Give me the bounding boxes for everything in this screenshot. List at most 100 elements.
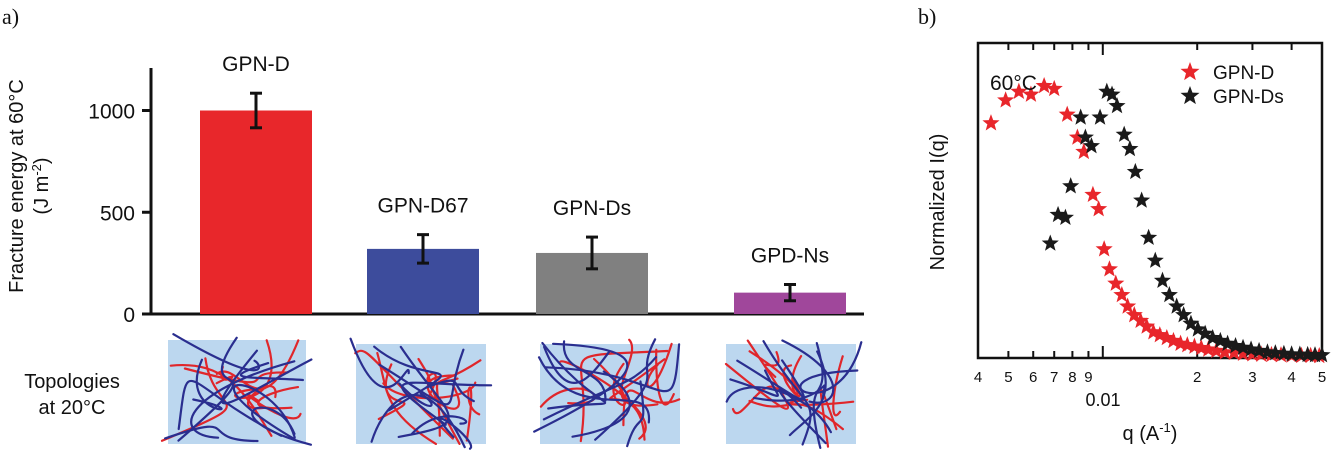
data-point [1095,240,1113,257]
topologies-label-line1: Topologies [24,371,120,393]
data-point [1250,341,1268,359]
chain-blue [541,341,607,410]
chain-blue [177,336,238,442]
chain-blue [778,388,827,445]
data-point [1113,286,1131,303]
x-tick-label: 9 [1084,369,1092,386]
data-point [1098,82,1116,99]
data-point [1010,82,1028,99]
topologies-label-line2: at 20°C [39,397,106,419]
data-point [1041,234,1059,251]
bar-label: GPN-D67 [377,195,468,218]
panel-a-ylabel-line2: (J m-2) [29,157,53,214]
legend-marker [1180,86,1200,105]
series-gpn-ds [1041,82,1331,363]
legend-label: GPN-Ds [1213,87,1284,108]
panel-a-ylabel-sup: -2 [29,164,44,176]
y-tick-label: 500 [100,202,135,225]
chain-blue [626,380,645,448]
x-tick-label: 3 [1248,369,1256,386]
bar-gpn-d [200,110,312,314]
data-point [1091,108,1109,125]
chain-blue [398,382,433,408]
data-point [1207,341,1225,359]
y-tick-label: 0 [123,304,135,327]
chain-red [354,349,454,440]
data-point [1211,331,1229,349]
data-point [1258,343,1277,360]
chain-blue [410,415,468,435]
chain-blue [349,337,410,389]
data-point [1291,345,1309,362]
chain-red [246,393,302,420]
panel-b-decade-label: 0.01 [1085,390,1120,410]
data-point [1108,97,1126,114]
data-point [1242,340,1260,357]
data-point [1283,345,1301,362]
data-point [1022,85,1040,102]
chain-red [257,386,300,410]
data-point [1299,345,1317,363]
data-point [1125,306,1143,323]
chain-blue [544,343,681,393]
data-point [1058,105,1076,122]
data-point [1306,346,1324,363]
bar-gpd-ns [734,292,846,314]
data-point [1132,311,1150,329]
chain-red [748,350,803,396]
data-point [1182,314,1200,331]
data-point [1119,297,1137,314]
bar-label: GPD-Ns [751,244,829,267]
chain-red [183,367,289,384]
data-point [1160,286,1178,303]
x-tick-label: 4 [974,369,982,386]
topology-3 [533,338,681,448]
series-gpn-d [982,76,1328,364]
data-point [1100,260,1118,277]
panel-b-ylabel: Normalized I(q) [927,134,949,271]
topology-2 [349,337,493,450]
panel-a-ylabel-line1: Fracture energy at 60°C [6,79,28,293]
chain-blue [812,342,824,449]
panel-a-label: a) [2,4,19,29]
chain-blue [725,386,832,434]
panel-b-xlabel: q (A-1) [1123,420,1178,445]
data-point [1153,271,1172,288]
plot-frame [976,41,1324,360]
bar-label: GPN-D [222,53,290,76]
x-tick-label: 7 [1050,369,1058,386]
y-tick-label: 1000 [88,101,135,124]
data-point [1168,297,1186,314]
data-point [997,91,1015,108]
data-point [1266,344,1284,361]
chain-red [622,389,681,427]
data-point [1107,274,1125,291]
data-point [1068,128,1086,145]
chain-blue [425,379,475,403]
chain-red [559,360,647,440]
data-point [1219,334,1237,351]
chain-red [819,389,838,448]
chain-blue [220,349,313,405]
chain-blue [378,348,465,406]
data-point [1103,85,1121,102]
data-point [1090,200,1108,217]
data-point [1133,191,1151,208]
data-point [1275,344,1293,361]
chain-red [655,348,675,406]
data-point [1164,331,1183,349]
data-point [1084,185,1102,203]
data-point [1115,125,1133,142]
chain-red [579,349,669,443]
x-tick-label: 6 [1029,369,1037,386]
data-point [1126,162,1144,180]
chain-blue [177,379,283,437]
panel-b-temp-label: 60°C [990,72,1037,95]
chain-red [215,365,234,385]
data-point [1049,205,1067,223]
data-point [1076,128,1094,145]
chain-blue [190,360,296,439]
chain-blue [397,345,450,438]
data-point [1158,328,1176,346]
